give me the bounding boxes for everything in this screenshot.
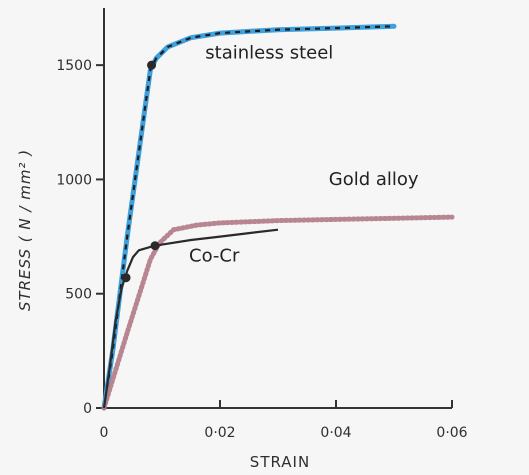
co-cr-label: Co-Cr bbox=[189, 246, 240, 267]
axis-ticks: 0 0·02 0·04 0·06 0 500 1000 1500 bbox=[56, 58, 467, 441]
x-tick-label-2: 0·04 bbox=[320, 425, 351, 441]
x-tick-label-3: 0·06 bbox=[436, 425, 467, 441]
co-cr-yield-point-0 bbox=[121, 273, 131, 283]
series-labels: stainless steel Gold alloy Co-Cr bbox=[189, 42, 419, 266]
gold-alloy-series-line bbox=[101, 214, 455, 411]
chart-axes bbox=[103, 8, 452, 409]
stainless-steel-label: stainless steel bbox=[205, 42, 333, 63]
x-tick-label-0: 0 bbox=[100, 425, 109, 441]
x-tick-label-1: 0·02 bbox=[204, 425, 235, 441]
stainless-steel-series-dashes bbox=[102, 25, 395, 409]
y-tick-label-2: 1000 bbox=[56, 172, 92, 188]
y-tick-label-1: 500 bbox=[65, 287, 92, 303]
gold-alloy-label: Gold alloy bbox=[329, 169, 419, 190]
y-tick-label-0: 0 bbox=[83, 401, 92, 417]
co-cr-series-line bbox=[102, 228, 279, 409]
y-tick-label-3: 1500 bbox=[56, 58, 92, 74]
x-axis-title: STRAIN bbox=[250, 453, 310, 471]
y-axis-title: STRESS ( N / mm² ) bbox=[16, 149, 34, 311]
stainless-steel-yield-point-0 bbox=[147, 60, 157, 70]
series-layer bbox=[101, 23, 455, 411]
